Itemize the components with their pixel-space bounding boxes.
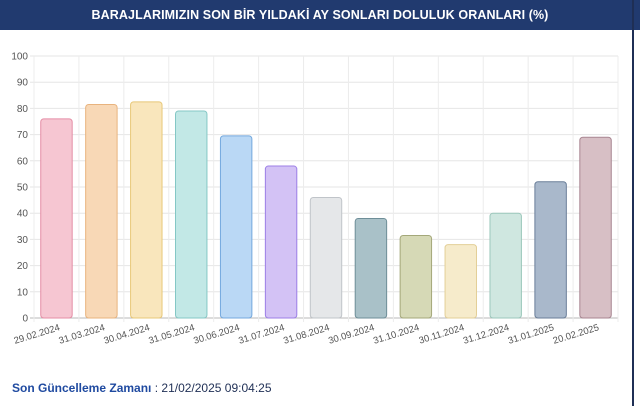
x-tick-label: 30.06.2024 [192,322,241,346]
bar [399,234,433,319]
x-tick-label: 30.09.2024 [327,322,376,346]
x-tick-label: 31.08.2024 [282,322,331,346]
bar-chart: 0 10 20 30 40 50 60 70 80 90 100 29.02.202431.03.20… [11,52,619,347]
bar [579,136,612,319]
x-tick-label: 29.02.2024 [13,322,62,346]
y-tick-label: 100 [11,52,28,63]
bar [309,196,343,319]
y-tick-label: 10 [17,287,29,298]
y-tick-label: 70 [17,130,29,141]
x-tick-label: 20.02.2025 [552,322,601,346]
right-divider [632,0,634,406]
x-tick-label: 31.10.2024 [372,322,421,346]
last-updated: Son Güncelleme Zamanı : 21/02/2025 09:04… [12,381,272,395]
bar [489,212,522,319]
bar [264,165,298,319]
last-updated-value: 21/02/2025 09:04:25 [161,381,272,395]
bar [354,217,388,319]
x-tick-label: 30.04.2024 [102,322,151,346]
y-tick-label: 50 [17,183,29,194]
chart-title: BARAJLARIMIZIN SON BİR YILDAKİ AY SONLAR… [91,8,549,22]
bar [534,181,567,319]
y-tick-label: 40 [17,209,29,220]
x-tick-label: 31.12.2024 [462,322,511,346]
bar [85,103,118,319]
bar [444,244,477,319]
x-tick-label: 31.07.2024 [237,322,286,346]
x-tick-label: 30.11.2024 [418,322,466,346]
y-tick-label: 90 [17,78,29,89]
last-updated-label: Son Güncelleme Zamanı [12,381,152,395]
x-tick-label: 31.05.2024 [147,322,196,346]
y-tick-label: 30 [17,235,29,246]
x-tick-label: 31.01.2025 [507,322,556,346]
y-tick-label: 60 [17,156,29,167]
y-tick-label: 80 [17,104,29,115]
bar [130,101,163,319]
bar [175,110,208,319]
y-tick-label: 20 [17,261,29,272]
header-bar: BARAJLARIMIZIN SON BİR YILDAKİ AY SONLAR… [0,0,640,30]
x-tick-label: 31.03.2024 [58,322,107,346]
chart-panel: 0 10 20 30 40 50 60 70 80 90 100 29.02.2024 31.03.20… [0,38,632,356]
bar [219,135,253,319]
y-tick-label: 0 [22,314,28,325]
bar [40,118,73,319]
last-updated-separator: : [151,381,162,395]
